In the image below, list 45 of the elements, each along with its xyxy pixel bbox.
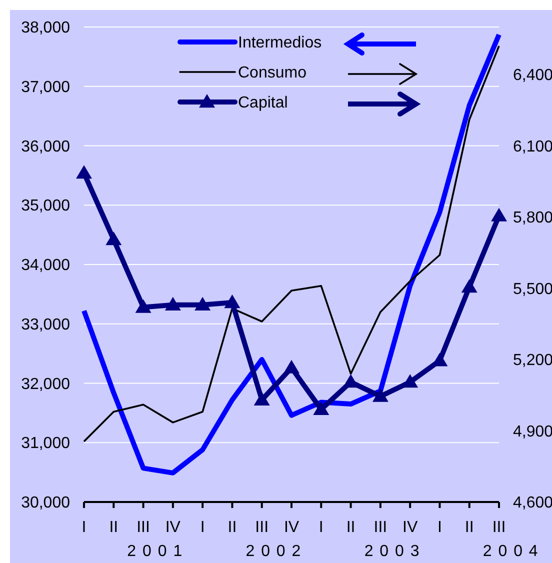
y-tick-label: 34,000 <box>21 257 70 274</box>
point <box>491 208 507 222</box>
y-tick-label: 36,000 <box>21 138 70 156</box>
x-tick-label: II <box>346 519 356 536</box>
x-tick-label: I <box>318 519 324 536</box>
text: 2 0 0 3 <box>364 543 420 560</box>
x-tick-label: IV <box>284 519 300 536</box>
point <box>461 279 478 293</box>
y-tick-label: 35,000 <box>21 198 70 215</box>
y-tick-label: 38,000 <box>21 20 70 37</box>
point <box>194 296 211 310</box>
point <box>76 165 92 179</box>
point <box>372 388 388 402</box>
x-tick-label: I <box>200 519 205 536</box>
point <box>402 374 418 388</box>
x-tick-label: III <box>374 519 388 536</box>
x-tick-label: II <box>109 519 118 536</box>
point <box>313 401 330 415</box>
y-tick-label: 30,000 <box>21 494 70 512</box>
x-tick-label: IV <box>165 519 181 536</box>
y-tick-label: 32,000 <box>21 376 70 393</box>
point <box>106 232 122 246</box>
x-tick-label: I <box>82 519 86 536</box>
x-tick-label: II <box>464 519 474 536</box>
text: 2 0 0 2 <box>246 543 302 560</box>
x-tick-label: II <box>228 519 237 536</box>
point <box>284 360 300 374</box>
point <box>342 374 359 388</box>
x-tick-label: IV <box>402 519 418 536</box>
legend-label: Capital <box>238 94 288 112</box>
x-tick-label: III <box>492 519 506 536</box>
point <box>254 392 270 406</box>
point <box>164 296 181 310</box>
text: 2 0 0 4 <box>482 543 539 560</box>
legend-label: Consumo <box>238 64 307 82</box>
x-tick-label: III <box>136 519 150 536</box>
y-tick-label: 33,000 <box>21 316 70 334</box>
x-tick-label: I <box>437 519 442 536</box>
y-tick-label: 31,000 <box>21 435 70 452</box>
point <box>135 299 152 313</box>
text: 2 0 0 1 <box>127 543 184 560</box>
legend-label: Intermedios <box>238 34 322 52</box>
y-tick-label: 37,000 <box>21 78 70 96</box>
x-tick-label: III <box>255 519 269 536</box>
point <box>224 294 240 308</box>
